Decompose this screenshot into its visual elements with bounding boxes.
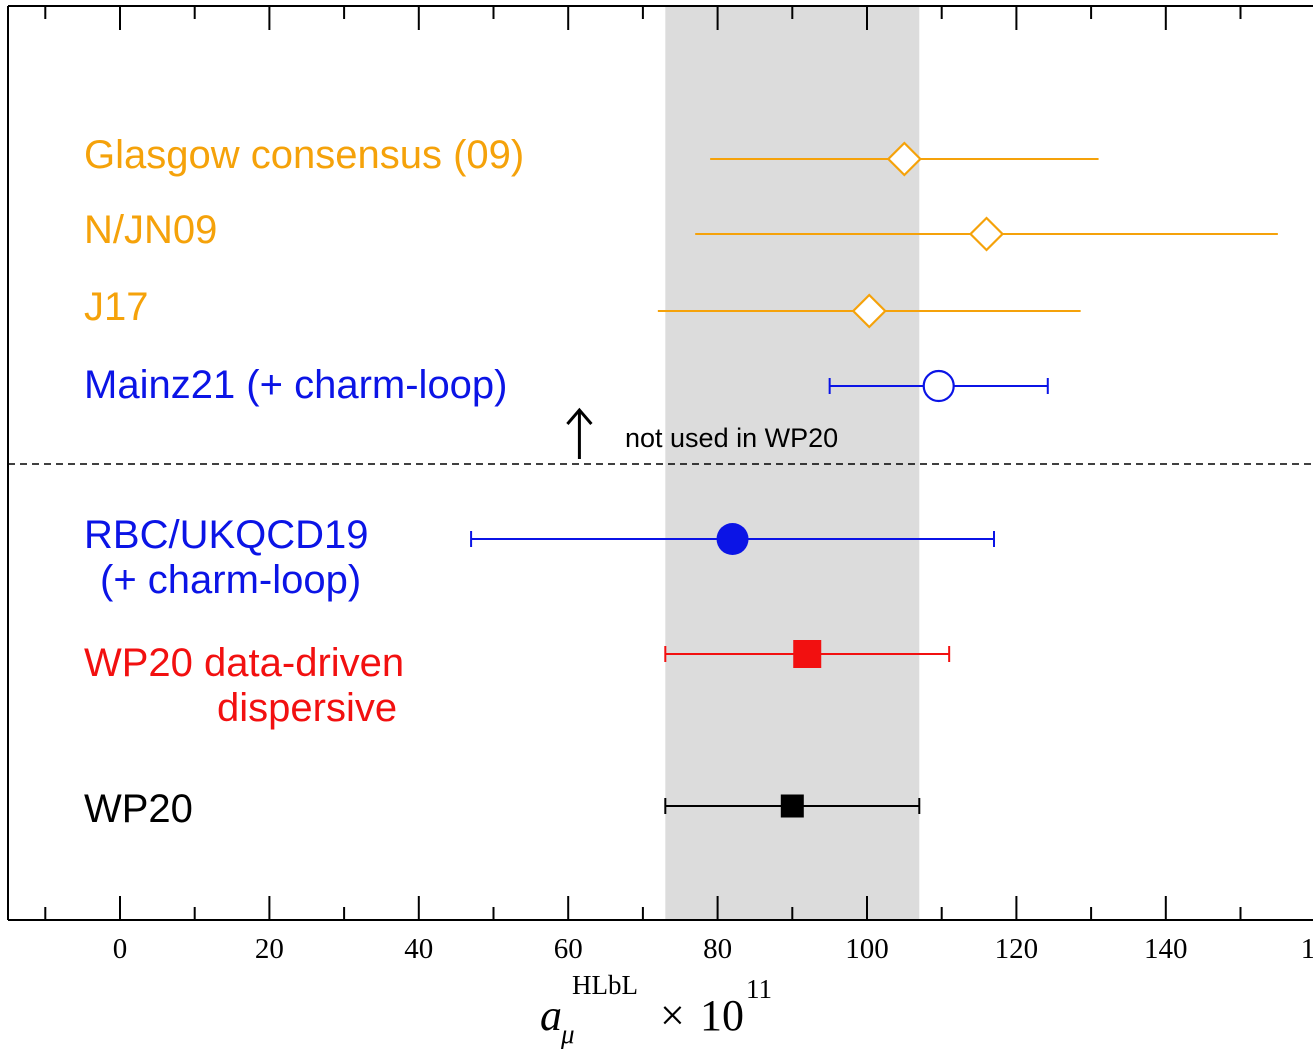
entry-label: Glasgow consensus (09) [84,133,524,177]
data-point-open-circle [922,369,955,403]
annotation: not used in WP20 [566,407,838,459]
x-tick-labels: 0 20 40 60 80 100 120 140 16 [113,933,1313,965]
entries: Glasgow consensus (09) N/JN09 J17 Mainz21 (… [84,133,1278,831]
entry-label: Mainz21 (+ charm-loop) [84,363,508,407]
tick-marks [44,6,1242,920]
entry-label: J17 [84,285,149,329]
x-axis-exponent: 11 [746,974,772,1004]
entry-label: dispersive [217,686,397,730]
entry-label: (+ charm-loop) [100,558,361,602]
entry-label: N/JN09 [84,208,217,252]
entry: Glasgow consensus (09) [84,133,1099,177]
data-point-diamond [886,141,922,177]
entry-label: RBC/UKQCD19 [84,513,369,557]
x-axis-superscript: HLbL [572,970,638,1000]
x-axis-title: a HLbL μ × 10 11 [540,970,772,1049]
mean-band [665,6,920,920]
entry: J17 [84,285,1081,329]
x-tick-label: 16 [1301,933,1313,965]
data-point-diamond [851,293,887,329]
x-axis-symbol: a [540,991,562,1040]
entry: WP20 [84,787,921,831]
plot-frame [7,5,1313,921]
x-tick-label: 20 [255,933,284,965]
entry-label: WP20 data-driven [84,641,404,685]
x-tick-label: 80 [703,933,732,965]
data-point-filled-circle [716,523,749,555]
data-point-square [780,794,804,818]
x-axis-base: 10 [700,991,744,1040]
x-tick-label: 60 [554,933,583,965]
x-axis-subscript: μ [560,1019,575,1049]
entry: Mainz21 (+ charm-loop) [84,363,1049,407]
annotation-arrow-head [566,407,593,425]
x-axis-times: × [660,991,685,1040]
x-tick-label: 40 [404,933,433,965]
entry: RBC/UKQCD19(+ charm-loop) [84,513,995,602]
data-point-diamond [968,216,1005,252]
annotation-text: not used in WP20 [625,423,838,453]
entry: N/JN09 [84,208,1278,252]
x-tick-label: 0 [113,933,128,965]
x-tick-label: 100 [845,933,889,965]
x-tick-label: 140 [1144,933,1188,965]
entry-label: WP20 [84,787,193,831]
data-point-square [793,640,822,668]
x-tick-label: 120 [995,933,1039,965]
